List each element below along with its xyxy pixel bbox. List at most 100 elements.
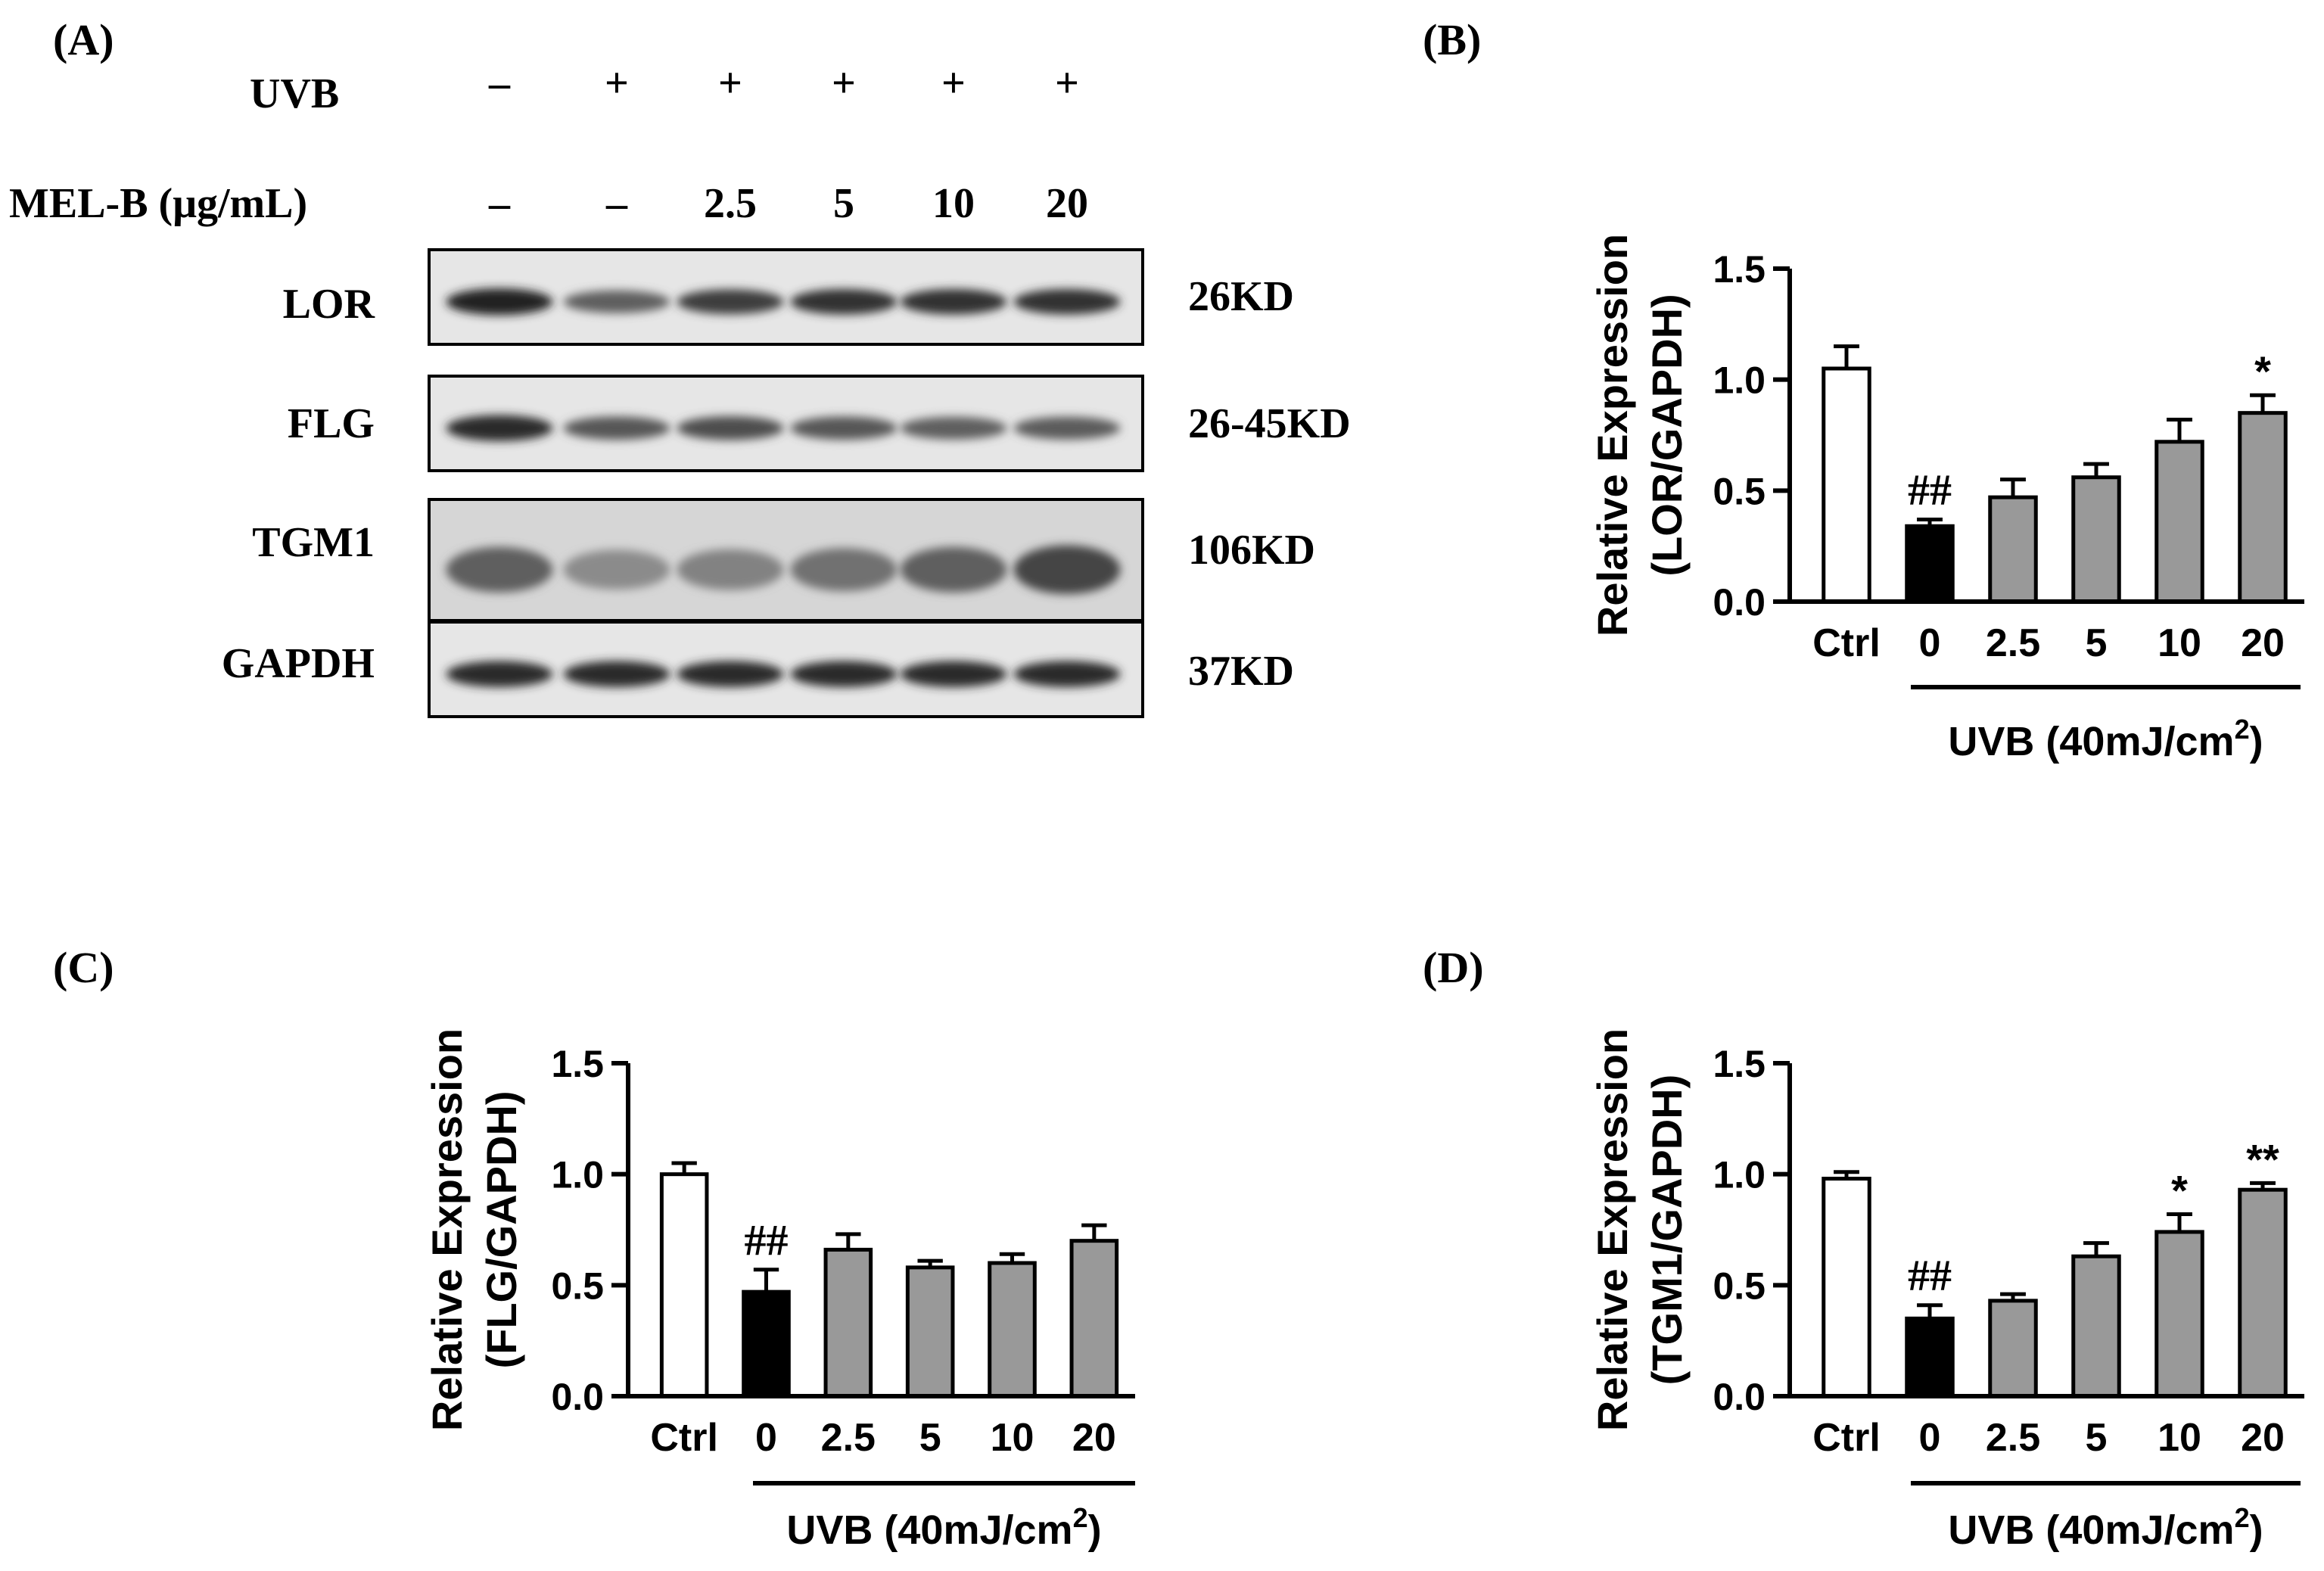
y-tick-label: 1.0 — [551, 1154, 604, 1196]
melb-value-3: 5 — [833, 180, 854, 227]
y-tick-label: 1.5 — [1713, 248, 1766, 291]
x-tick-label: 5 — [2086, 621, 2108, 665]
y-tick-label: 1.5 — [551, 1043, 604, 1085]
blot-band — [900, 661, 1007, 687]
significance-annotation: ## — [1908, 465, 1952, 514]
blot-band — [446, 661, 553, 687]
blot-band — [1013, 661, 1121, 687]
uvb-group-label-sup: 2 — [2235, 714, 2250, 745]
bar — [1822, 1177, 1871, 1398]
x-tick-label: 2.5 — [1986, 621, 2040, 665]
blot-protein-label: GAPDH — [222, 640, 375, 687]
uvb-treatment-values: – + + + + + — [488, 60, 1079, 107]
x-tick-label: 5 — [2086, 1416, 2108, 1460]
blot-size-label: 26-45KD — [1188, 400, 1351, 447]
x-tick-label: 20 — [1072, 1416, 1116, 1460]
uvb-value-5: + — [1055, 60, 1079, 107]
panel-label-d: (D) — [1423, 943, 1484, 992]
blot-band — [900, 288, 1007, 315]
significance-annotation: * — [2254, 347, 2271, 395]
blot-band — [900, 416, 1007, 440]
uvb-group-label-sup: 2 — [1073, 1502, 1088, 1533]
blot-rows: LOR 26KD FLG 26-45KD TGM1 106KD GAPDH 37KD — [222, 248, 1351, 718]
uvb-group-label-end: ) — [2250, 1507, 2263, 1553]
y-tick-label: 0.5 — [1713, 470, 1766, 512]
blot-row-gapdh: GAPDH 37KD — [222, 621, 1294, 718]
x-tick-label: 20 — [2241, 1416, 2285, 1460]
uvb-group-label-text: UVB (40mJ/cm — [786, 1507, 1072, 1553]
bar — [905, 1265, 955, 1398]
blot-band — [677, 416, 784, 440]
bar — [742, 1289, 791, 1398]
bar — [2071, 1254, 2121, 1398]
panel-label-b: (B) — [1423, 15, 1481, 64]
blot-band — [563, 290, 670, 313]
y-tick-label: 0.5 — [551, 1265, 604, 1307]
uvb-group-label-sup: 2 — [2235, 1502, 2250, 1533]
y-tick-label: 0.5 — [1713, 1265, 1766, 1307]
blot-band — [900, 546, 1007, 593]
y-tick-label: 1.5 — [1713, 1043, 1766, 1085]
uvb-value-1: + — [605, 60, 629, 107]
blot-band — [1013, 545, 1121, 595]
bar — [2238, 1187, 2288, 1398]
blot-band — [563, 549, 670, 590]
bar — [1905, 1316, 1955, 1398]
bar — [659, 1172, 709, 1398]
blot-row-lor: LOR 26KD — [283, 248, 1294, 346]
x-tick-label: 20 — [2241, 621, 2285, 665]
x-tick-label: 0 — [1919, 1416, 1941, 1460]
x-tick-label: 2.5 — [821, 1416, 876, 1460]
uvb-group-label: UVB (40mJ/cm2) — [786, 1502, 1101, 1553]
blot-band — [677, 661, 784, 687]
uvb-group-label-text: UVB (40mJ/cm — [1948, 1507, 2234, 1553]
y-axis-label-line1: Relative Expression — [1588, 1028, 1636, 1431]
uvb-group-label: UVB (40mJ/cm2) — [1948, 714, 2263, 764]
uvb-group-label-text: UVB (40mJ/cm — [1948, 719, 2234, 764]
bar-chart-d: (D) 0.0 0.5 1.0 1.5 Relative Expression (TGM1… — [1423, 943, 2304, 1553]
bar — [1069, 1239, 1119, 1398]
blot-band — [790, 661, 898, 687]
significance-annotation: ## — [1908, 1251, 1952, 1300]
bar-chart-b: (B) 0.0 0.5 1.0 1.5 Relative Expression (LOR/… — [1423, 15, 2304, 764]
uvb-value-2: + — [718, 60, 742, 107]
x-tick-label: 5 — [919, 1416, 941, 1460]
blot-band — [790, 416, 898, 440]
bar — [823, 1247, 873, 1398]
y-tick-label: 0.0 — [1713, 581, 1766, 624]
melb-value-1: – — [605, 180, 628, 227]
melb-value-4: 10 — [932, 180, 975, 227]
bar — [1988, 1299, 2038, 1398]
y-axis-label-line2: (FLG/GAPDH) — [478, 1090, 525, 1368]
bar — [2071, 475, 2121, 604]
blot-protein-label: LOR — [283, 281, 375, 328]
x-tick-label: 10 — [2158, 621, 2201, 665]
uvb-group-label-end: ) — [2250, 719, 2263, 764]
bar — [2154, 440, 2204, 604]
significance-annotation: ** — [2246, 1135, 2279, 1183]
y-tick-label: 0.0 — [551, 1376, 604, 1418]
melb-dose-values: – – 2.5 5 10 20 — [488, 180, 1088, 227]
x-tick-label: Ctrl — [650, 1416, 718, 1460]
y-tick-label: 0.0 — [1713, 1376, 1766, 1418]
melb-value-0: – — [488, 180, 511, 227]
significance-annotation: ## — [745, 1215, 789, 1265]
blot-protein-label: FLG — [288, 400, 375, 447]
y-tick-label: 1.0 — [1713, 1154, 1766, 1196]
x-tick-label: 10 — [991, 1416, 1034, 1460]
blot-size-label: 26KD — [1188, 273, 1294, 320]
blot-band — [563, 661, 670, 687]
x-tick-label: 2.5 — [1986, 1416, 2040, 1460]
blot-band — [790, 288, 898, 315]
blot-size-label: 37KD — [1188, 648, 1294, 695]
uvb-group-label: UVB (40mJ/cm2) — [1948, 1502, 2263, 1553]
blot-band — [446, 288, 553, 316]
blot-band — [563, 416, 670, 440]
blot-row-tgm1: TGM1 106KD — [252, 498, 1315, 622]
uvb-row-label: UVB — [250, 70, 339, 117]
y-axis-label-line1: Relative Expression — [423, 1028, 471, 1431]
blot-protein-label: TGM1 — [252, 519, 375, 566]
melb-row-label: MEL-B (μg/mL) — [9, 180, 307, 227]
y-axis-label-line1: Relative Expression — [1588, 234, 1636, 636]
